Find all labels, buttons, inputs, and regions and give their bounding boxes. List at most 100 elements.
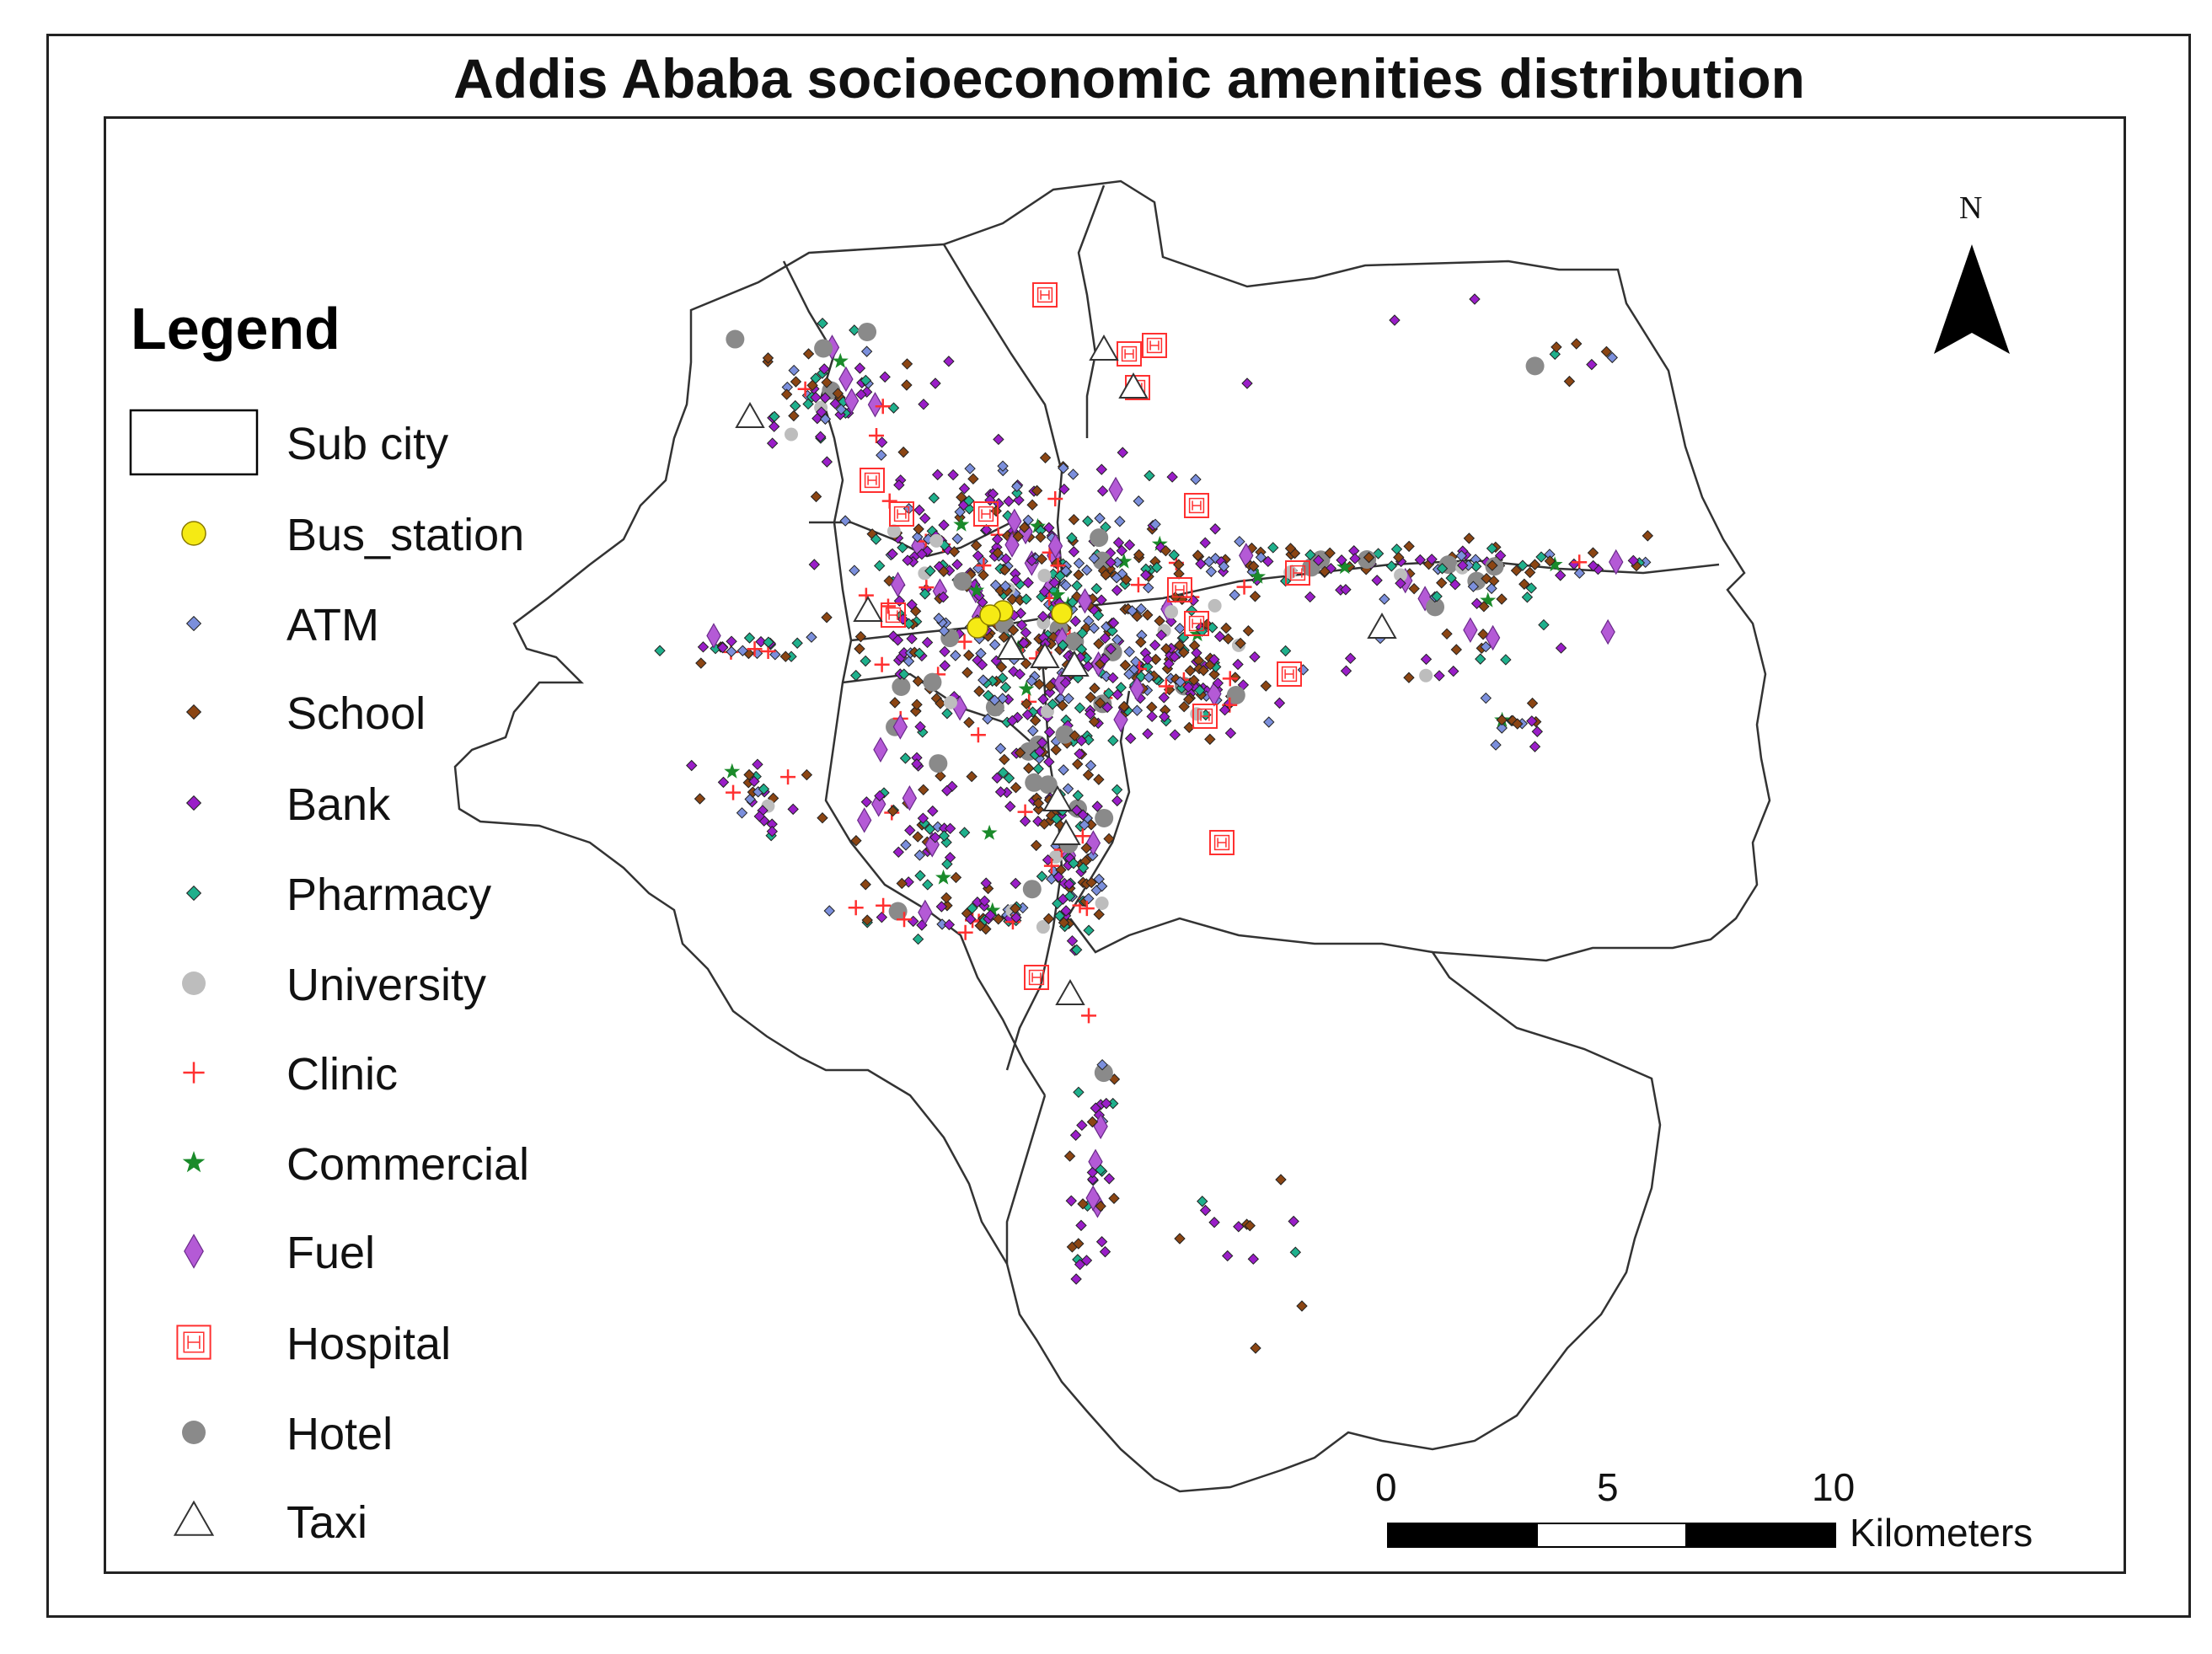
legend-item-bank: Bank — [126, 765, 598, 841]
north-label: N — [1959, 190, 1983, 226]
amenity-point-pharmacy — [1475, 653, 1486, 665]
amenity-point-school — [780, 388, 793, 400]
subcity-line-9 — [1005, 1095, 1047, 1264]
amenity-point-pharmacy — [983, 689, 994, 702]
amenity-point-atm — [1297, 664, 1310, 676]
amenity-point-atm — [839, 515, 851, 527]
amenity-point-atm — [1111, 571, 1122, 584]
amenity-point-school — [1173, 559, 1185, 570]
amenity-point-bank — [766, 825, 779, 838]
amenity-point-pharmacy — [1535, 551, 1547, 563]
amenity-point-pharmacy — [654, 645, 666, 656]
amenity-point-bank — [1000, 553, 1012, 565]
amenity-point-atm — [988, 694, 1001, 706]
amenity-point-fuel — [1093, 1113, 1108, 1140]
bus-symbol-icon — [181, 521, 206, 546]
amenity-point-school — [1324, 547, 1336, 559]
amenity-point-bank — [1059, 677, 1072, 689]
legend-label-bank: Bank — [287, 779, 391, 830]
amenity-point-bank — [1006, 715, 1019, 727]
amenity-point-hotel — [858, 322, 877, 341]
amenity-point-pharmacy — [1020, 593, 1032, 605]
amenity-point-bank — [1107, 672, 1119, 684]
amenity-point-school — [788, 409, 800, 422]
amenity-point-bank — [1111, 795, 1123, 807]
legend-item-commercial: Commercial — [126, 1125, 598, 1201]
amenity-point-bank — [1586, 358, 1598, 371]
amenity-point-bank — [787, 803, 799, 816]
amenity-point-bank — [976, 659, 988, 671]
amenity-point-atm — [1143, 672, 1155, 683]
amenity-point-school — [992, 547, 1004, 559]
amenity-point-bank — [1034, 746, 1046, 757]
amenity-point-hotel — [1095, 808, 1114, 827]
amenity-point-school — [974, 919, 986, 932]
amenity-point-atm — [1095, 881, 1108, 892]
amenity-point-atm — [823, 905, 835, 917]
amenity-point-bank — [1074, 747, 1085, 760]
amenity-point-taxi — [735, 401, 765, 428]
amenity-point-commercial — [832, 352, 849, 368]
amenity-point-bank — [876, 436, 888, 448]
amenity-point-atm — [1255, 551, 1267, 564]
amenity-point-hotel — [892, 677, 911, 696]
amenity-point-atm — [1218, 560, 1230, 572]
amenity-point-pharmacy — [1095, 1164, 1106, 1176]
amenity-point-atm — [1085, 759, 1097, 772]
amenity-point-pharmacy — [941, 708, 953, 720]
amenity-point-bank — [978, 895, 991, 907]
amenity-point-commercial — [1116, 553, 1133, 569]
amenity-point-pharmacy — [1289, 1246, 1302, 1258]
amenity-point-bank — [1101, 701, 1113, 714]
amenity-point-atm — [835, 404, 847, 415]
amenity-point-atm — [876, 449, 887, 461]
amenity-point-clinic — [780, 769, 796, 785]
amenity-point-school — [1496, 714, 1508, 726]
amenity-point-bank — [1096, 484, 1109, 497]
amenity-point-atm — [1123, 645, 1135, 658]
amenity-point-commercial — [1018, 680, 1035, 696]
amenity-point-school — [854, 630, 867, 643]
amenity-point-school — [694, 793, 706, 805]
amenity-point-bank — [1371, 575, 1383, 586]
amenity-point-commercial — [1029, 517, 1046, 533]
amenity-point-bank — [1037, 693, 1049, 705]
amenity-point-bank — [1111, 584, 1123, 597]
amenity-point-pharmacy — [817, 318, 828, 329]
amenity-point-pharmacy — [791, 637, 803, 649]
amenity-point-school — [1029, 715, 1042, 726]
amenity-point-pharmacy — [1074, 702, 1086, 714]
amenity-point-bank — [1010, 912, 1022, 923]
amenity-point-university — [1208, 598, 1222, 613]
amenity-point-school — [950, 871, 962, 884]
amenity-point-school — [1450, 644, 1462, 656]
amenity-point-bank — [1004, 800, 1016, 812]
amenity-point-fuel — [1047, 533, 1063, 559]
amenity-point-bus — [979, 604, 1001, 626]
amenity-point-school — [1496, 593, 1508, 605]
amenity-point-atm — [1379, 593, 1390, 605]
amenity-point-commercial — [968, 581, 985, 597]
amenity-point-school — [1086, 1116, 1099, 1128]
amenity-point-bank — [1182, 681, 1194, 693]
amenity-point-bank — [1058, 483, 1070, 495]
amenity-point-pharmacy — [1143, 469, 1155, 482]
amenity-point-taxi — [1367, 612, 1397, 639]
amenity-point-atm — [1133, 495, 1144, 507]
amenity-point-school — [1120, 574, 1133, 586]
amenity-point-bank — [1159, 710, 1170, 723]
amenity-point-bank — [879, 371, 891, 383]
amenity-point-bank — [958, 483, 971, 495]
pharmacy-symbol-icon — [185, 885, 202, 902]
amenity-point-hotel — [1094, 1063, 1113, 1083]
outer-frame — [46, 34, 2191, 1618]
amenity-point-bank — [944, 822, 956, 835]
amenity-point-school — [1510, 565, 1523, 576]
amenity-point-fuel — [902, 784, 918, 811]
amenity-point-school — [1571, 338, 1583, 350]
amenity-point-commercial — [1250, 568, 1267, 584]
amenity-point-pharmacy — [1068, 857, 1079, 870]
amenity-point-school — [1012, 530, 1025, 543]
amenity-point-bank — [1249, 650, 1261, 663]
amenity-point-bank — [916, 548, 928, 560]
